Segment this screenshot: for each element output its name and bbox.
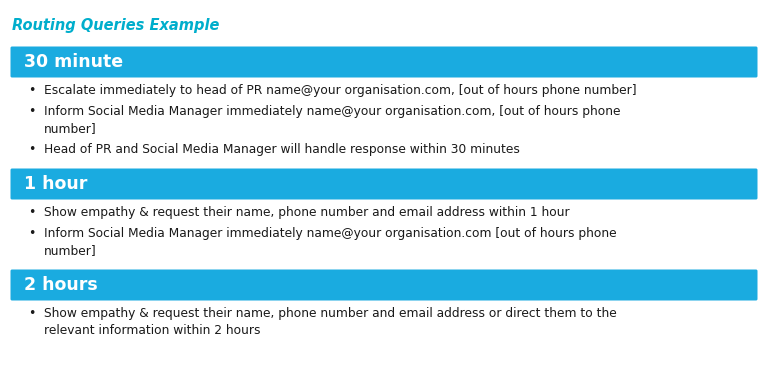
Text: Escalate immediately to head of PR name@your organisation.com, [out of hours pho: Escalate immediately to head of PR name@…	[44, 84, 637, 97]
Text: relevant information within 2 hours: relevant information within 2 hours	[44, 324, 260, 337]
Text: 1 hour: 1 hour	[24, 175, 88, 193]
Text: •: •	[28, 307, 35, 320]
Text: 30 minute: 30 minute	[24, 53, 123, 71]
Text: •: •	[28, 105, 35, 118]
Text: Head of PR and Social Media Manager will handle response within 30 minutes: Head of PR and Social Media Manager will…	[44, 143, 520, 156]
Text: Inform Social Media Manager immediately name@your organisation.com [out of hours: Inform Social Media Manager immediately …	[44, 227, 617, 240]
Text: Inform Social Media Manager immediately name@your organisation.com, [out of hour: Inform Social Media Manager immediately …	[44, 105, 621, 118]
Text: number]: number]	[44, 122, 97, 135]
Text: •: •	[28, 143, 35, 156]
Text: Routing Queries Example: Routing Queries Example	[12, 18, 220, 33]
FancyBboxPatch shape	[11, 47, 757, 77]
Text: number]: number]	[44, 244, 97, 257]
Text: 2 hours: 2 hours	[24, 276, 98, 294]
FancyBboxPatch shape	[11, 269, 757, 301]
FancyBboxPatch shape	[11, 168, 757, 200]
Text: •: •	[28, 227, 35, 240]
Text: Show empathy & request their name, phone number and email address within 1 hour: Show empathy & request their name, phone…	[44, 206, 570, 219]
Text: Show empathy & request their name, phone number and email address or direct them: Show empathy & request their name, phone…	[44, 307, 617, 320]
Text: •: •	[28, 206, 35, 219]
Text: •: •	[28, 84, 35, 97]
